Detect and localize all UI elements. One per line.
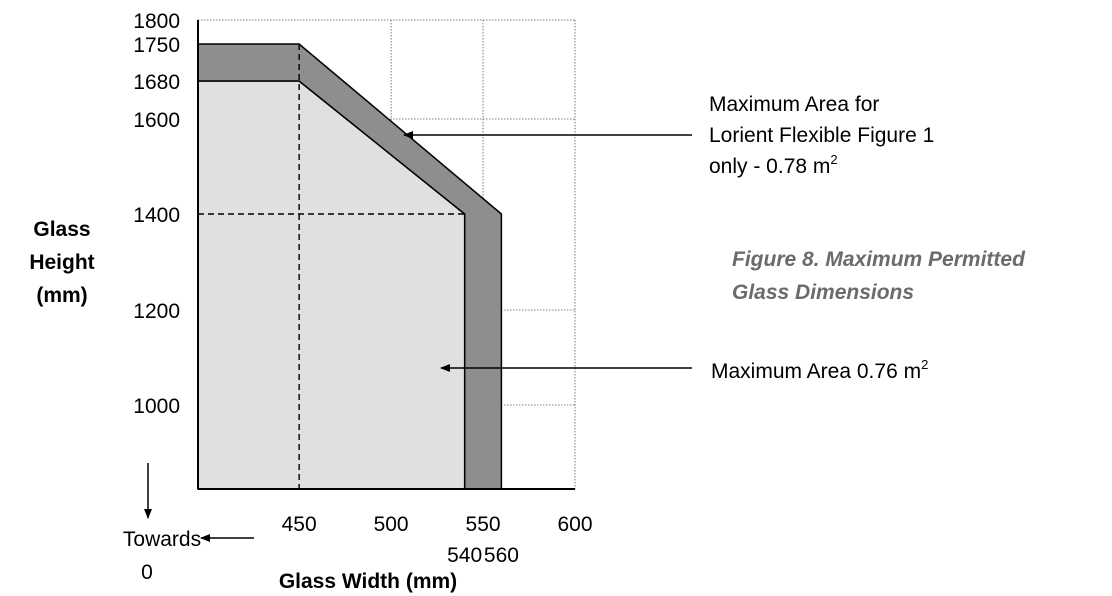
y-axis-title-line-1: Glass — [33, 218, 90, 241]
standard-note-superscript: 2 — [921, 357, 928, 372]
area-series — [197, 43, 503, 490]
x-tick-label: 600 — [557, 513, 592, 536]
flexible-note-superscript: 2 — [830, 152, 837, 167]
towards-zero-label: 0 — [141, 561, 153, 584]
flexible-note-line-3: only - 0.78 m2 — [709, 152, 838, 178]
x-tick-label: 450 — [282, 513, 317, 536]
figure-caption-line-2: Glass Dimensions — [732, 281, 914, 304]
x-tick-label: 550 — [466, 513, 501, 536]
standard-note-text: Maximum Area 0.76 m — [711, 360, 921, 383]
flexible-note-line-2: Lorient Flexible Figure 1 — [709, 124, 934, 147]
y-tick-label: 1200 — [133, 300, 180, 323]
standard-note: Maximum Area 0.76 m2 — [711, 357, 928, 383]
y-tick-label: 1680 — [133, 71, 180, 94]
y-tick-label: 1000 — [133, 395, 180, 418]
y-axis-title-line-2: Height — [29, 251, 94, 274]
y-tick-label: 1600 — [133, 109, 180, 132]
figure-caption-line-1: Figure 8. Maximum Permitted — [732, 248, 1026, 271]
flexible-note-text: only - 0.78 m — [709, 155, 830, 178]
reference-lines — [198, 44, 465, 489]
flexible-note-line-1: Maximum Area for — [709, 93, 879, 116]
standard-area-polygon — [197, 80, 466, 490]
x-axis-title: Glass Width (mm) — [279, 570, 457, 593]
x-tick-label-extra: 560 — [484, 544, 519, 567]
x-tick-label: 500 — [374, 513, 409, 536]
y-axis-title-line-3: (mm) — [36, 284, 87, 307]
y-tick-label: 1800 — [133, 10, 180, 33]
towards-label: Towards — [123, 528, 201, 551]
y-tick-label: 1750 — [133, 34, 180, 57]
x-tick-label-extra: 540 — [447, 544, 482, 567]
x-tick-labels: 450 500 550 600 540 560 — [282, 513, 593, 567]
y-tick-label: 1400 — [133, 204, 180, 227]
